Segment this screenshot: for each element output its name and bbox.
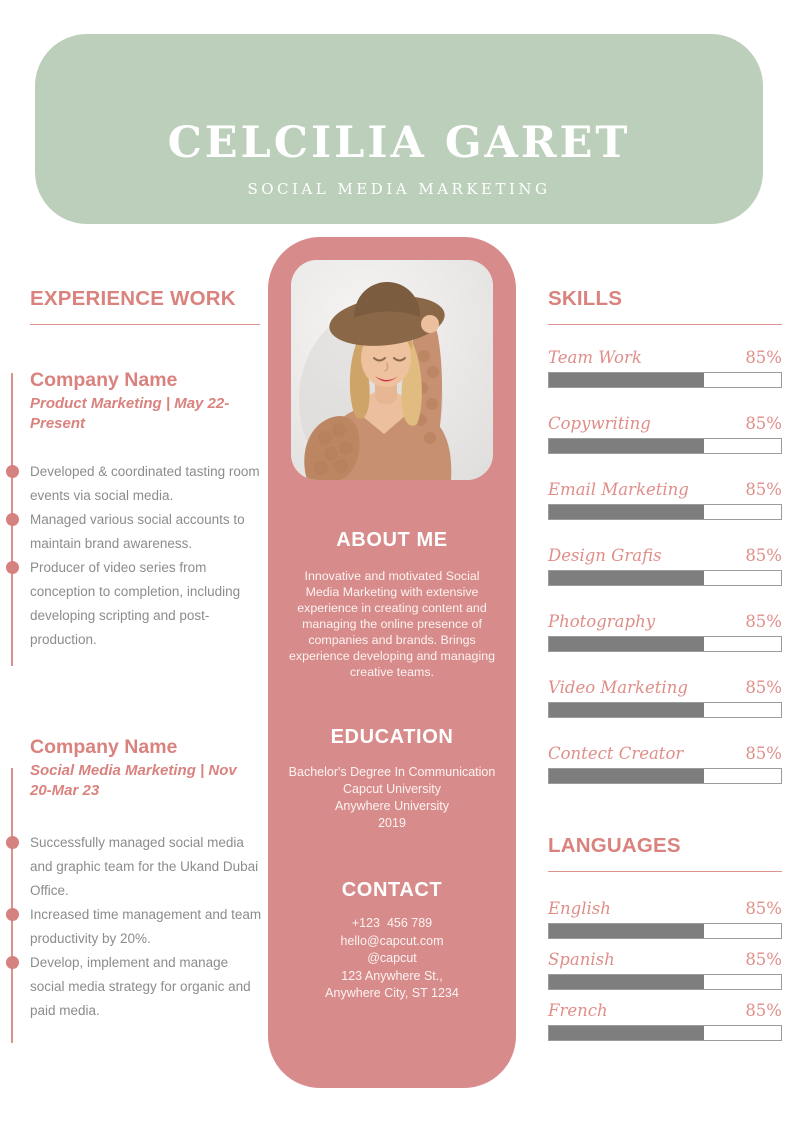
skill-bar-fill xyxy=(549,637,705,651)
skill-bar xyxy=(548,438,782,454)
experience-job-1: Company Name Product Marketing | May 22-… xyxy=(5,369,260,666)
skill-percent: 85% xyxy=(745,414,782,433)
skill-row-contect-creator: Contect Creator 85% xyxy=(548,743,782,784)
portrait-illustration xyxy=(291,260,493,480)
language-bar-fill xyxy=(549,924,705,938)
skills-title: SKILLS xyxy=(548,287,782,325)
languages-title: LANGUAGES xyxy=(548,834,782,872)
skill-row-email-marketing: Email Marketing 85% xyxy=(548,479,782,520)
education-line: Bachelor's Degree In Communication xyxy=(288,765,496,779)
bullet-item: Producer of video series from conception… xyxy=(5,556,264,652)
skill-bar xyxy=(548,504,782,520)
skill-label: Photography xyxy=(548,612,656,631)
skill-bar-fill xyxy=(549,439,705,453)
skill-row-video-marketing: Video Marketing 85% xyxy=(548,677,782,718)
skill-label: Contect Creator xyxy=(548,744,684,763)
education-title: EDUCATION xyxy=(330,726,454,748)
skill-bar-fill xyxy=(549,505,705,519)
about-text: Innovative and motivated Social Media Ma… xyxy=(289,569,495,679)
skill-bar-fill xyxy=(549,769,705,783)
skill-bar-fill xyxy=(549,373,705,387)
bullet-item: Successfully managed social media and gr… xyxy=(5,831,264,903)
skill-percent: 85% xyxy=(745,480,782,499)
job-bullets: Successfully managed social media and gr… xyxy=(5,831,261,1023)
language-row-english: English 85% xyxy=(548,898,782,939)
education-line: 2019 xyxy=(378,816,406,830)
skills-section: SKILLS Team Work 85% Copywriting 85% xyxy=(548,287,782,784)
contact-lines: +123 456 789 hello@capcut.com @capcut 12… xyxy=(268,915,516,1003)
contact-email: hello@capcut.com xyxy=(340,933,444,948)
company-name: Company Name xyxy=(30,736,178,758)
job-bullets: Developed & coordinated tasting room eve… xyxy=(5,460,260,652)
education-line: Capcut University xyxy=(343,782,441,796)
skill-row-photography: Photography 85% xyxy=(548,611,782,652)
skills-column: SKILLS Team Work 85% Copywriting 85% xyxy=(548,287,782,1051)
contact-address-line1: 123 Anywhere St., xyxy=(341,968,443,983)
skill-percent: 85% xyxy=(745,546,782,565)
education-section: EDUCATION Bachelor's Degree In Communica… xyxy=(268,725,516,832)
profile-photo xyxy=(291,260,493,480)
language-label: French xyxy=(548,1001,608,1020)
skill-bar xyxy=(548,372,782,388)
skill-row-team-work: Team Work 85% xyxy=(548,347,782,388)
language-bar xyxy=(548,1025,782,1041)
person-name: CELCILIA GARET xyxy=(167,118,631,168)
bullet-item: Increased time management and team produ… xyxy=(5,903,264,951)
skill-label: Team Work xyxy=(548,348,642,367)
contact-title: CONTACT xyxy=(341,879,443,901)
job-meta: Product Marketing | May 22-Present xyxy=(30,395,230,432)
skill-bar xyxy=(548,702,782,718)
skill-percent: 85% xyxy=(745,612,782,631)
language-bar xyxy=(548,974,782,990)
language-row-spanish: Spanish 85% xyxy=(548,949,782,990)
bullet-item: Developed & coordinated tasting room eve… xyxy=(5,460,264,508)
about-section: ABOUT ME Innovative and motivated Social… xyxy=(268,528,516,680)
language-bar-fill xyxy=(549,1026,705,1040)
job-meta: Social Media Marketing | Nov 20-Mar 23 xyxy=(30,762,237,799)
contact-address-line2: Anywhere City, ST 1234 xyxy=(325,986,459,1000)
skill-label: Email Marketing xyxy=(548,480,689,499)
languages-section: LANGUAGES English 85% Spanish 85% xyxy=(548,834,782,1041)
profile-panel: ABOUT ME Innovative and motivated Social… xyxy=(268,237,516,1088)
header-band: CELCILIA GARET SOCIAL MEDIA MARKETING xyxy=(35,34,763,224)
bullet-item: Managed various social accounts to maint… xyxy=(5,508,264,556)
contact-section: CONTACT +123 456 789 hello@capcut.com @c… xyxy=(268,878,516,1003)
skill-label: Video Marketing xyxy=(548,678,688,697)
company-name: Company Name xyxy=(30,369,178,391)
skill-label: Copywriting xyxy=(548,414,651,433)
skill-bar xyxy=(548,636,782,652)
language-label: English xyxy=(548,899,611,918)
skill-bar xyxy=(548,768,782,784)
education-line: Anywhere University xyxy=(335,799,449,813)
skill-row-copywriting: Copywriting 85% xyxy=(548,413,782,454)
experience-job-2: Company Name Social Media Marketing | No… xyxy=(5,736,261,1043)
skill-percent: 85% xyxy=(745,348,782,367)
skill-list: Team Work 85% Copywriting 85% Email Mark… xyxy=(548,347,782,784)
skill-percent: 85% xyxy=(745,744,782,763)
about-title: ABOUT ME xyxy=(336,529,448,551)
language-row-french: French 85% xyxy=(548,1000,782,1041)
skill-bar xyxy=(548,570,782,586)
language-bar-fill xyxy=(549,975,705,989)
contact-phone: +123 456 789 xyxy=(351,916,433,930)
language-percent: 85% xyxy=(745,1001,782,1020)
skill-row-design-grafis: Design Grafis 85% xyxy=(548,545,782,586)
experience-section: EXPERIENCE WORK Company Name Product Mar… xyxy=(5,287,261,1043)
person-role-subtitle: SOCIAL MEDIA MARKETING xyxy=(247,180,551,198)
experience-title: EXPERIENCE WORK xyxy=(30,287,260,325)
skill-label: Design Grafis xyxy=(548,546,662,565)
language-percent: 85% xyxy=(745,899,782,918)
language-bar xyxy=(548,923,782,939)
language-percent: 85% xyxy=(745,950,782,969)
language-label: Spanish xyxy=(548,950,615,969)
bullet-item: Develop, implement and manage social med… xyxy=(5,951,264,1023)
skill-percent: 85% xyxy=(745,678,782,697)
education-lines: Bachelor's Degree In Communication Capcu… xyxy=(268,764,516,832)
skill-bar-fill xyxy=(549,571,705,585)
skill-bar-fill xyxy=(549,703,705,717)
language-list: English 85% Spanish 85% French 85% xyxy=(548,898,782,1041)
contact-handle: @capcut xyxy=(367,951,417,965)
